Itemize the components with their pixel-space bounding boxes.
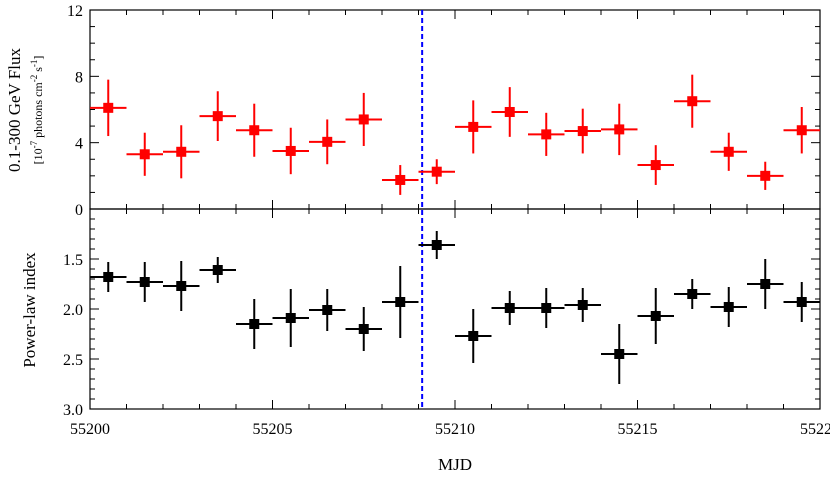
top-y-tick-label: 8: [75, 69, 83, 86]
flux-point: [431, 166, 442, 177]
index-point: [541, 303, 552, 313]
bottom-panel-frame: [89, 208, 821, 410]
x-tick-label: 55200: [70, 421, 110, 438]
top-y-tick-label: 4: [75, 136, 83, 153]
unit-part-1: [10: [31, 148, 45, 164]
index-point: [249, 319, 260, 329]
flux-point: [650, 160, 661, 171]
flux-point: [796, 125, 807, 136]
index-point: [176, 281, 187, 291]
flux-point: [614, 124, 625, 135]
bottom-y-tick-label: 2.5: [63, 352, 83, 369]
flux-point: [395, 174, 406, 185]
index-point: [103, 272, 114, 282]
index-point: [358, 324, 369, 334]
top-y-label: 0.1-300 GeV Flux: [5, 48, 24, 172]
index-point: [650, 311, 661, 321]
unit-part-2: -7: [29, 140, 39, 148]
flux-point: [249, 125, 260, 136]
flux-point: [322, 136, 333, 147]
flux-point: [176, 146, 187, 157]
index-point: [431, 240, 442, 250]
x-tick-label: 55210: [435, 421, 475, 438]
index-series: [90, 231, 820, 384]
index-point: [468, 331, 479, 341]
flux-point: [541, 129, 552, 140]
unit-part-5: s: [31, 67, 45, 75]
index-point: [395, 297, 406, 307]
flux-point: [139, 149, 150, 160]
flux-point: [212, 111, 223, 122]
top-y-tick-label: 12: [67, 3, 83, 20]
bottom-y-tick-label: 3.0: [63, 402, 83, 419]
flux-point: [687, 96, 698, 107]
x-tick-label: 55215: [618, 421, 658, 438]
flux-point: [103, 102, 114, 113]
top-y-unit-label: [10-7 photons cm-2 s-1]: [29, 56, 45, 165]
top-y-tick-label: 0: [75, 202, 83, 219]
flux-point: [358, 114, 369, 125]
unit-part-6: -1: [29, 60, 39, 68]
x-axis-label: MJD: [438, 455, 472, 474]
index-point: [504, 303, 515, 313]
index-point: [322, 305, 333, 315]
index-point: [723, 302, 734, 312]
unit-part-7: ]: [31, 56, 45, 60]
flux-series: [90, 74, 820, 195]
index-point: [285, 313, 296, 323]
bottom-y-tick-label: 2.0: [63, 302, 83, 319]
index-point: [796, 297, 807, 307]
index-point: [577, 300, 588, 310]
bottom-y-label: Power-law index: [20, 252, 39, 368]
index-point: [139, 277, 150, 287]
flux-point: [504, 106, 515, 117]
flux-point: [285, 145, 296, 156]
index-point: [614, 349, 625, 359]
index-point: [687, 289, 698, 299]
top-axes: 0 4 8 12: [67, 3, 821, 219]
flux-point: [577, 126, 588, 137]
index-point: [760, 279, 771, 289]
index-point: [212, 265, 223, 275]
x-tick-label: 55205: [253, 421, 293, 438]
flux-point: [468, 121, 479, 132]
flux-point: [723, 146, 734, 157]
unit-part-3: photons cm: [31, 82, 45, 141]
flux-point: [760, 170, 771, 181]
bottom-y-tick-label: 1.5: [63, 252, 83, 269]
unit-part-4: -2: [29, 75, 39, 83]
top-panel-frame: [89, 9, 821, 210]
